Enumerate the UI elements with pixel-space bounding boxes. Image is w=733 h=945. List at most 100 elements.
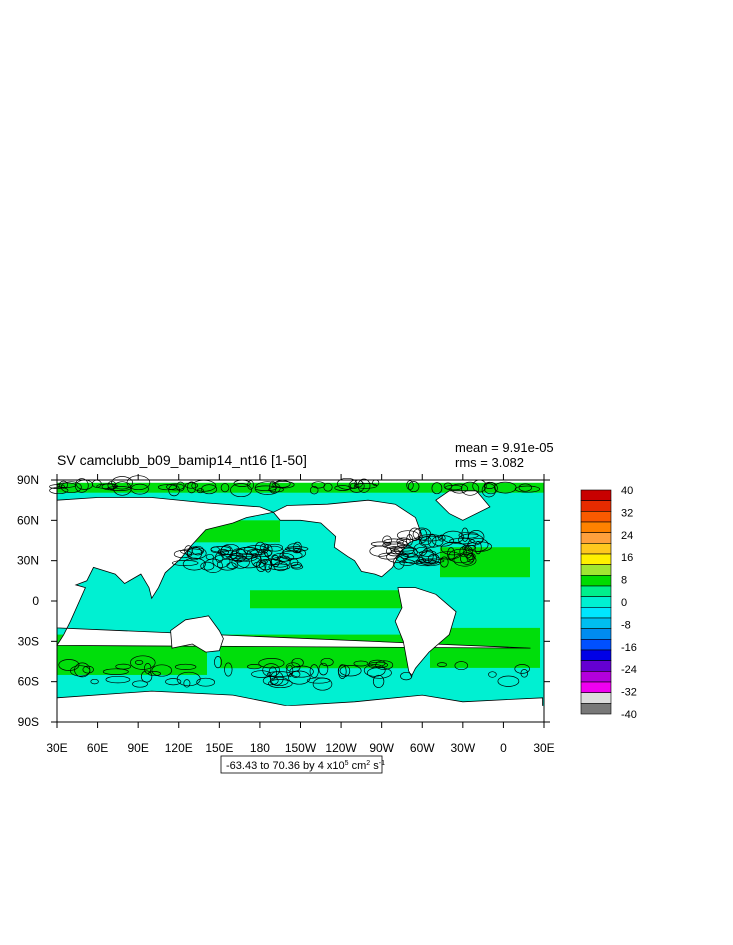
x-tick-label: 60W	[410, 741, 435, 755]
x-tick-label: 30W	[450, 741, 475, 755]
mean-stat: mean = 9.91e-05	[455, 440, 554, 455]
contour-118	[176, 481, 185, 492]
colorbar-swatch-18	[580, 681, 612, 693]
contour-207	[416, 558, 436, 565]
x-tick-label: 90W	[369, 741, 394, 755]
contour-238	[413, 543, 428, 557]
positive-band-5	[440, 547, 530, 578]
rms-stat: rms = 3.082	[455, 455, 524, 470]
y-tick-label: 60S	[18, 675, 39, 689]
colorbar-swatch-10	[580, 596, 612, 608]
y-tick-label: 0	[32, 594, 39, 608]
contour-57	[214, 656, 222, 669]
contour-205	[453, 554, 477, 567]
colorbar-swatch-6	[580, 553, 612, 565]
contour-61	[311, 481, 326, 489]
contour-211	[370, 541, 392, 547]
contour-96	[272, 481, 295, 489]
contour-95	[483, 482, 498, 495]
contour-54	[454, 661, 469, 671]
x-tick-label: 30E	[533, 741, 554, 755]
colorbar-swatch-20	[580, 703, 612, 715]
colorbar-swatch-5	[580, 543, 612, 555]
contour-94	[201, 484, 218, 495]
colorbar-label: -16	[621, 642, 637, 654]
contour-112	[168, 484, 180, 497]
contour-229	[395, 552, 419, 564]
x-tick-label: 120E	[165, 741, 193, 755]
contour-185	[399, 559, 415, 566]
land-south-america	[394, 587, 457, 678]
land-eurasia-africa	[56, 497, 531, 649]
contour-237	[458, 533, 484, 546]
colorbar-swatch-15	[580, 649, 612, 661]
contour-176	[264, 559, 272, 573]
contour-66	[184, 482, 199, 489]
contour-171	[236, 547, 260, 555]
contour-85	[461, 481, 480, 496]
contour-119	[60, 481, 82, 494]
contour-231	[474, 540, 482, 555]
x-tick-label: 60E	[87, 741, 108, 755]
y-tick-label: 90S	[18, 715, 39, 729]
y-tick-label: 30N	[17, 554, 39, 568]
contour-228	[406, 534, 414, 546]
contour-64	[443, 482, 453, 490]
contour-77	[444, 484, 463, 491]
contour-239	[417, 534, 443, 542]
contour-42	[268, 679, 293, 689]
contour-38	[144, 663, 152, 674]
plot-title: SV camclubb_b09_bamip14_nt16 [1-50]	[57, 452, 307, 468]
colorbar-swatch-7	[580, 564, 612, 576]
x-axis: 30E 60E 90E 120E 150E 180 150W 120W 90W 60W 30W 0 30…	[46, 474, 555, 755]
contour-49	[367, 661, 389, 669]
contour-46	[363, 664, 386, 677]
colorbar-swatch-13	[580, 628, 612, 640]
contour-195	[440, 556, 449, 568]
contour-6	[102, 668, 129, 675]
contour-219	[404, 556, 426, 564]
colorbar-swatch-0	[580, 489, 612, 501]
contour-43	[288, 670, 311, 685]
contour-31	[82, 665, 94, 674]
contour-165	[256, 559, 267, 572]
colorbar-swatch-17	[580, 671, 612, 683]
contour-45	[258, 658, 285, 669]
contour-101	[247, 480, 254, 490]
contour-55	[488, 671, 497, 678]
contour-221	[378, 552, 400, 560]
contour-172	[260, 551, 269, 565]
contour-137	[215, 552, 224, 563]
colorbar-swatch-3	[580, 521, 612, 533]
x-tick-label: 30E	[46, 741, 67, 755]
colorbar-swatch-1	[580, 500, 612, 512]
contour-217	[400, 553, 410, 559]
contour-lines	[49, 475, 541, 691]
contour-159	[285, 546, 309, 552]
contour-161	[226, 562, 237, 569]
contour-87	[357, 478, 371, 493]
contour-19	[497, 675, 520, 687]
contour-80	[334, 485, 351, 491]
colorbar-swatch-12	[580, 617, 612, 629]
contour-199	[418, 528, 428, 543]
x-tick-label: 150E	[205, 741, 233, 755]
colorbar-label: 32	[621, 507, 633, 519]
contour-214	[427, 553, 440, 565]
colorbar-label: -24	[621, 664, 637, 676]
colorbar-swatch-16	[580, 660, 612, 672]
contour-150	[226, 555, 247, 561]
contour-69	[518, 483, 532, 492]
colorbar-label: 40	[621, 485, 633, 497]
contour-32	[437, 662, 447, 667]
contour-33	[353, 660, 369, 667]
contour-23	[338, 664, 347, 679]
contour-27	[372, 674, 385, 688]
contour-170	[271, 552, 295, 562]
land-mask	[56, 480, 544, 723]
colorbar: 40 32 24 16 8 0 -8 -16 -24 -32 -40	[580, 485, 637, 721]
colorbar-swatch-4	[580, 532, 612, 544]
contour-37	[90, 678, 99, 685]
contour-99	[431, 482, 443, 495]
